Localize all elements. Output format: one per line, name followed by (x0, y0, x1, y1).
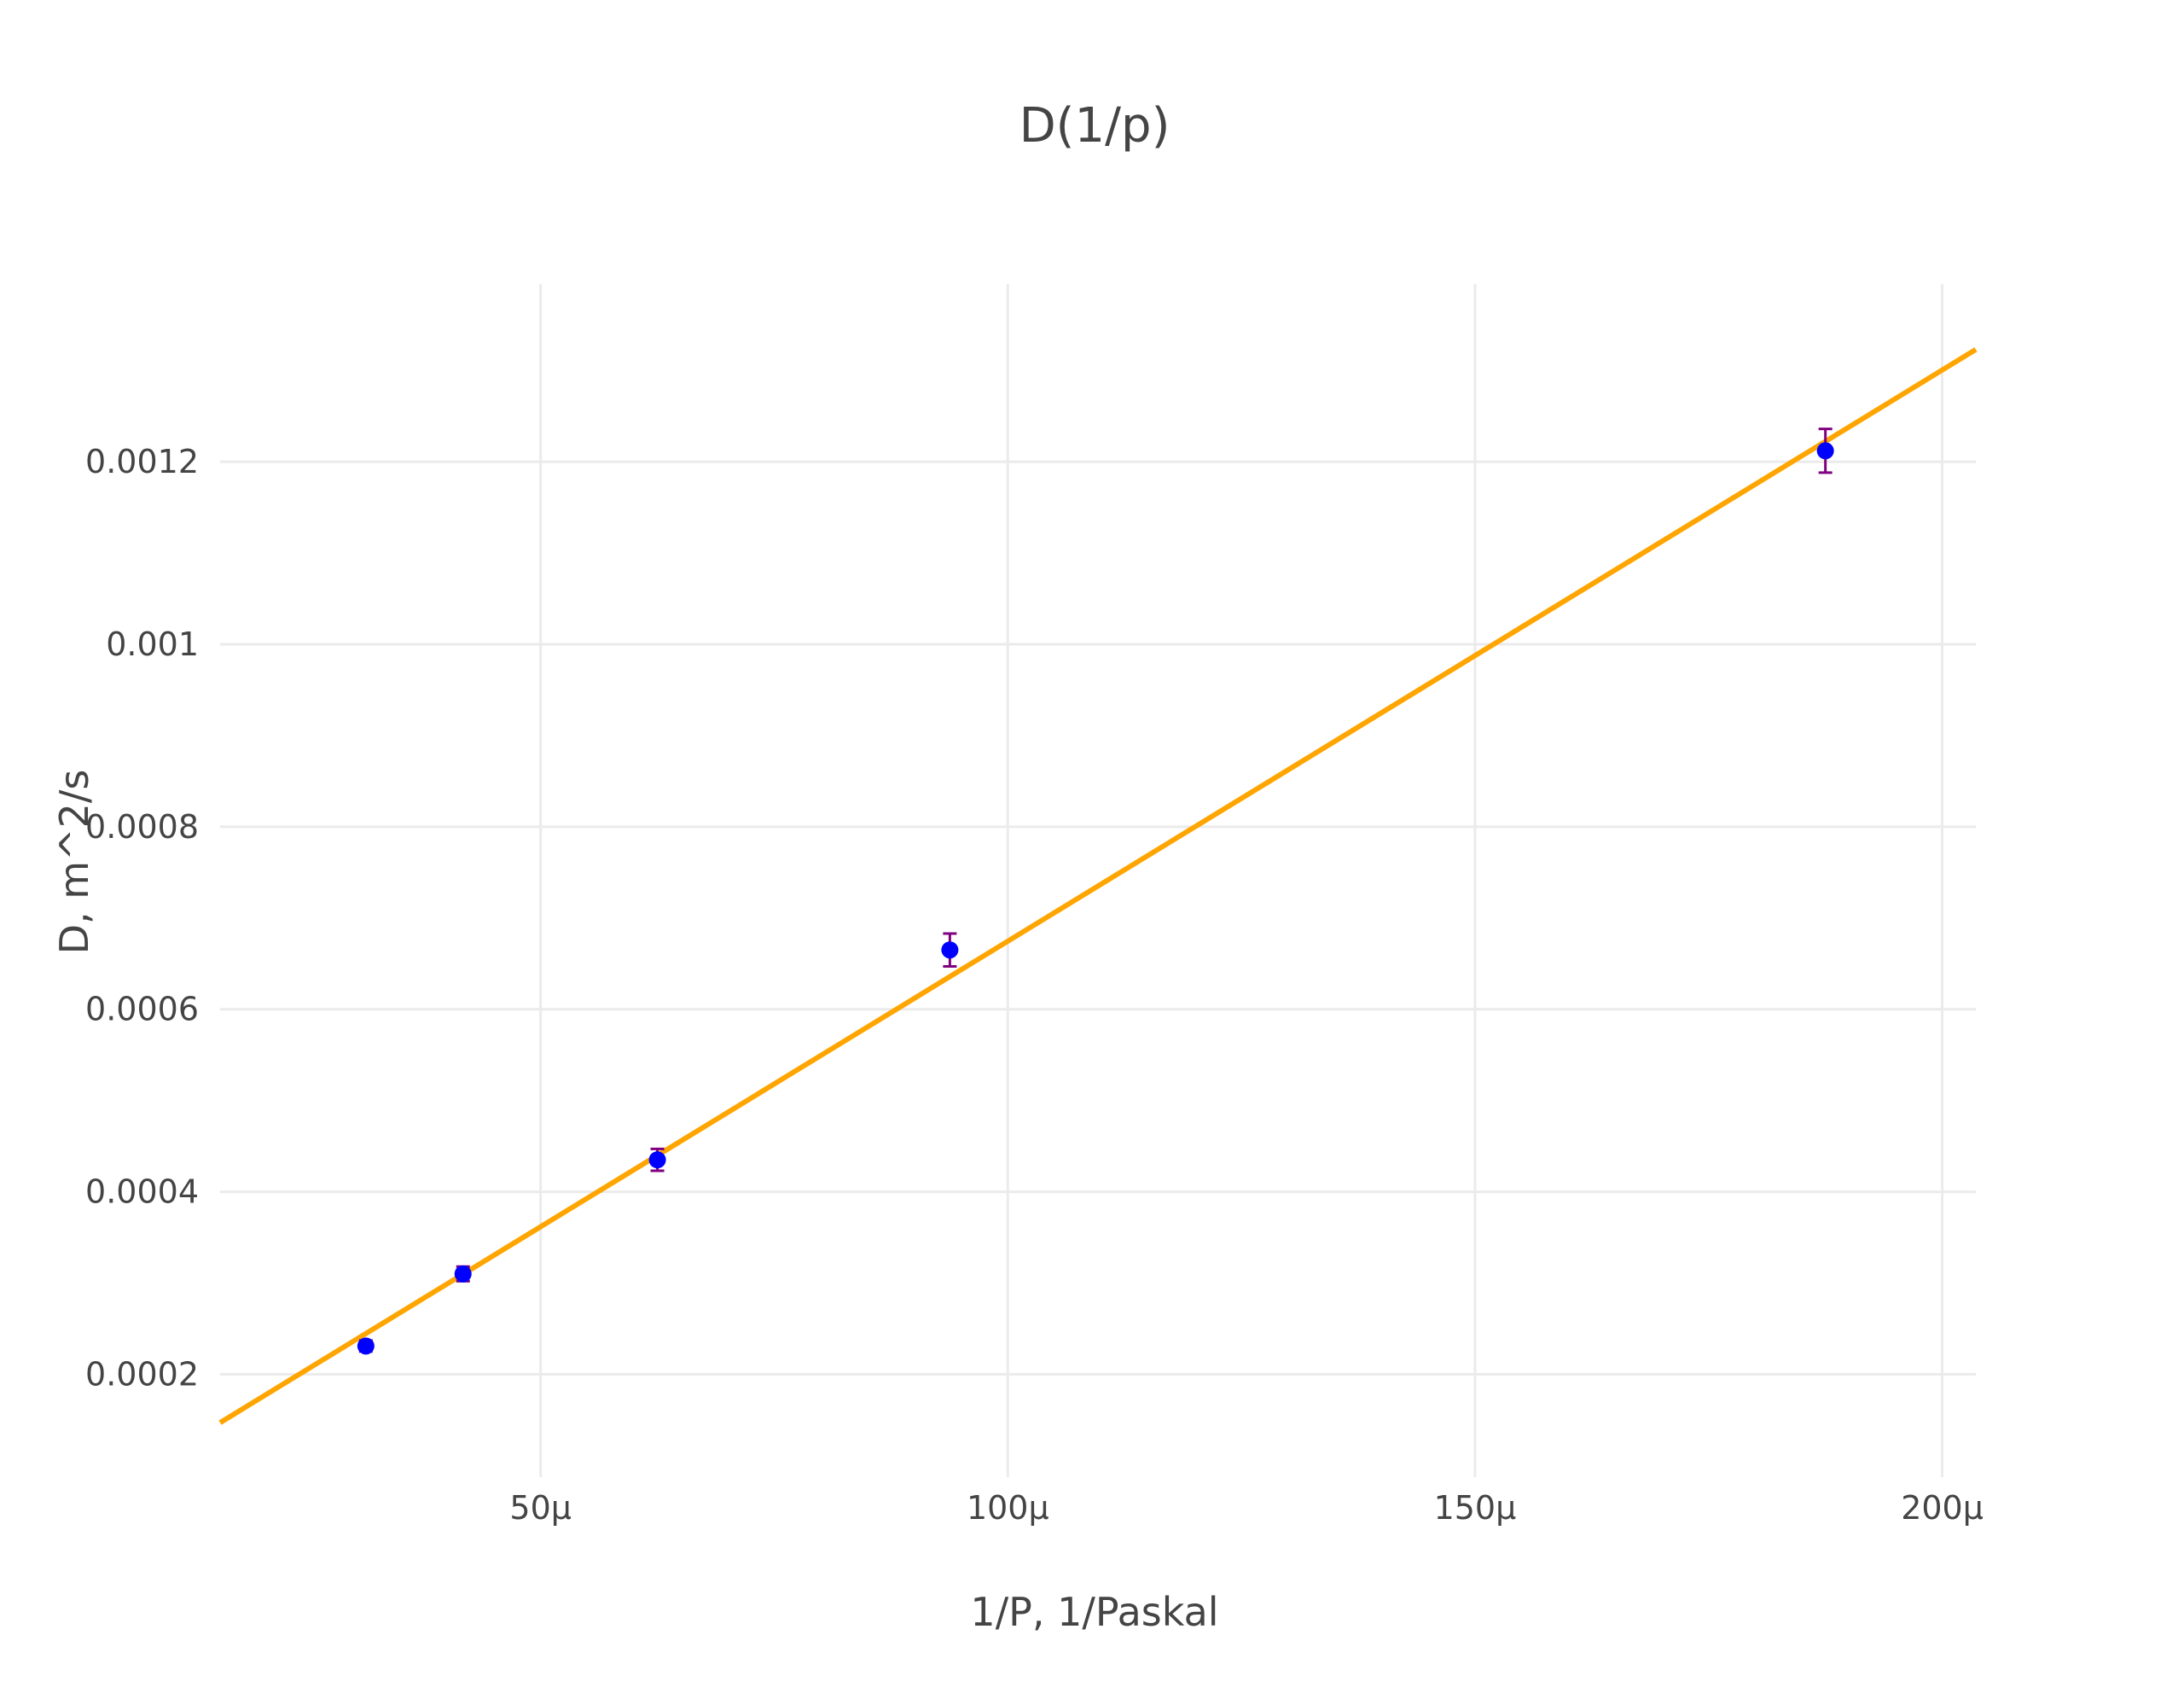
x-tick-label: 150μ (1434, 1489, 1517, 1527)
data-points-group (357, 428, 1834, 1355)
y-axis-title: D, m^2/s (51, 770, 97, 955)
y-tick-label: 0.0008 (85, 808, 199, 846)
x-tick-label: 50μ (509, 1489, 572, 1527)
y-tick-labels: 0.0002 0.0004 0.0006 0.0008 0.001 0.0012 (85, 443, 199, 1393)
fit-line (218, 347, 1978, 1425)
y-tick-label: 0.001 (106, 625, 199, 663)
fit-line-group (218, 347, 1978, 1425)
y-tick-label: 0.0006 (85, 991, 199, 1028)
data-point (1816, 442, 1834, 460)
y-tick-label: 0.0004 (85, 1173, 199, 1211)
y-tick-label: 0.0002 (85, 1355, 199, 1393)
data-point (454, 1265, 472, 1283)
x-tick-label: 200μ (1901, 1489, 1984, 1527)
data-point (648, 1151, 666, 1169)
data-point (941, 941, 959, 959)
chart-title: D(1/p) (1019, 98, 1170, 154)
data-point (357, 1337, 375, 1355)
x-tick-label: 100μ (967, 1489, 1049, 1527)
grid-lines (220, 284, 1976, 1477)
x-axis-title: 1/P, 1/Paskal (970, 1589, 1218, 1635)
x-tick-labels: 50μ 100μ 150μ 200μ (509, 1489, 1984, 1527)
y-tick-label: 0.0012 (85, 443, 199, 480)
